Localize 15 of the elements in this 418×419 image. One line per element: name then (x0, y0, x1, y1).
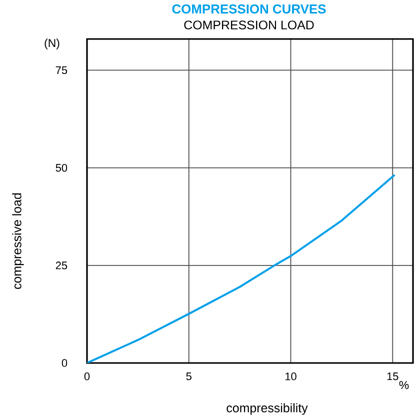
y-tick-label: 25 (56, 262, 68, 270)
y-tick-label: 0 (62, 359, 68, 367)
x-tick-label: 10 (285, 372, 296, 380)
chart-subtitle: COMPRESSION LOAD (184, 20, 314, 30)
x-tick-label: 0 (84, 372, 90, 380)
x-tick-label: 5 (186, 372, 192, 380)
x-axis-title: compressibility (226, 403, 308, 415)
text: % (399, 380, 409, 390)
y-axis-title: compressive load (12, 193, 24, 289)
line-series (87, 174, 396, 363)
y-tick-label: 75 (56, 66, 68, 74)
x-tick-label: 15 (387, 372, 398, 380)
chart-title: COMPRESSION CURVES (172, 4, 326, 14)
text: (N) (44, 38, 60, 50)
y-tick-label: 50 (56, 164, 68, 172)
